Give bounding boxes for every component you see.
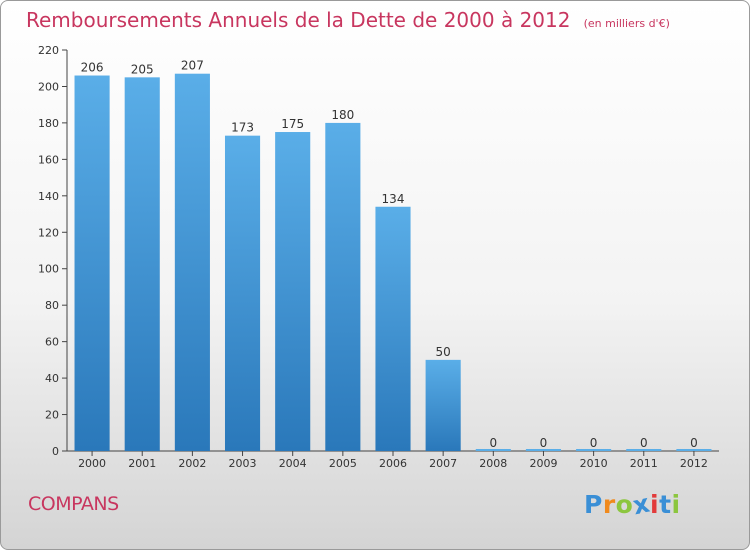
data-label-2005: 180 bbox=[331, 108, 354, 122]
bar-2002 bbox=[174, 73, 210, 451]
x-tick-label-2010: 2010 bbox=[580, 457, 608, 470]
y-tick-label: 100 bbox=[38, 263, 59, 276]
bar-2005 bbox=[325, 122, 361, 451]
x-tick-label-2004: 2004 bbox=[279, 457, 307, 470]
y-tick-label: 0 bbox=[52, 445, 59, 458]
chart-title: Remboursements Annuels de la Dette de 20… bbox=[26, 8, 571, 32]
y-tick-label: 40 bbox=[45, 372, 59, 385]
bar-2007 bbox=[425, 359, 461, 451]
data-label-2008: 0 bbox=[489, 436, 497, 450]
data-label-2007: 50 bbox=[436, 345, 451, 359]
logo-letter: o bbox=[615, 490, 634, 519]
y-tick-label: 60 bbox=[45, 336, 59, 349]
bar-2000 bbox=[74, 75, 110, 451]
x-tick-label-2005: 2005 bbox=[329, 457, 357, 470]
y-tick-label: 120 bbox=[38, 226, 59, 239]
data-label-2012: 0 bbox=[690, 436, 698, 450]
data-label-2000: 206 bbox=[81, 61, 104, 75]
data-label-2011: 0 bbox=[640, 436, 648, 450]
x-axis: 2000 2001 2002 2003 2004 2005 2006 2007 2008 2009… bbox=[67, 450, 719, 470]
bars: 206 205 207 173 175 180 134 50 0 0 0 0 0 bbox=[74, 59, 712, 452]
data-label-2001: 205 bbox=[131, 62, 154, 76]
y-tick-label: 80 bbox=[45, 299, 59, 312]
bar-2006 bbox=[375, 206, 411, 451]
bar-2003 bbox=[224, 135, 261, 451]
place-name: COMPANS bbox=[28, 493, 119, 515]
data-label-2009: 0 bbox=[540, 436, 548, 450]
y-tick-label: 220 bbox=[38, 44, 59, 57]
x-tick-label-2007: 2007 bbox=[429, 457, 457, 470]
x-tick-label-2006: 2006 bbox=[379, 457, 407, 470]
x-tick-label-2012: 2012 bbox=[680, 457, 708, 470]
y-tick-label: 200 bbox=[38, 80, 59, 93]
x-tick-label-2011: 2011 bbox=[630, 457, 658, 470]
proxiti-logo: Proxiti bbox=[584, 489, 681, 521]
title-block: Remboursements Annuels de la Dette de 20… bbox=[26, 8, 670, 32]
data-label-2004: 175 bbox=[281, 117, 304, 131]
bar-2004 bbox=[275, 132, 311, 452]
logo-letter: i bbox=[650, 490, 660, 519]
x-tick-label-2001: 2001 bbox=[128, 457, 156, 470]
x-tick-label-2008: 2008 bbox=[479, 457, 507, 470]
bar-2001 bbox=[124, 77, 160, 451]
logo-letter: t bbox=[659, 490, 672, 519]
x-tick-label-2000: 2000 bbox=[78, 457, 106, 470]
logo-letter: r bbox=[602, 490, 616, 519]
x-tick-label-2003: 2003 bbox=[229, 457, 257, 470]
data-label-2010: 0 bbox=[590, 436, 598, 450]
y-tick-label: 180 bbox=[38, 117, 59, 130]
x-tick-label-2002: 2002 bbox=[178, 457, 206, 470]
logo-letter: i bbox=[671, 490, 681, 519]
logo-letter: P bbox=[584, 490, 603, 519]
chart-subtitle: (en milliers d'€) bbox=[583, 17, 670, 30]
y-tick-label: 160 bbox=[38, 153, 59, 166]
y-tick-label: 140 bbox=[38, 190, 59, 203]
data-label-2002: 207 bbox=[181, 59, 204, 73]
data-label-2003: 173 bbox=[231, 121, 254, 135]
y-tick-label: 20 bbox=[45, 409, 59, 422]
data-label-2006: 134 bbox=[382, 192, 405, 206]
y-axis: 0 20 40 60 80 100 120 140 160 180 200 220 bbox=[38, 44, 68, 458]
x-tick-label-2009: 2009 bbox=[529, 457, 557, 470]
